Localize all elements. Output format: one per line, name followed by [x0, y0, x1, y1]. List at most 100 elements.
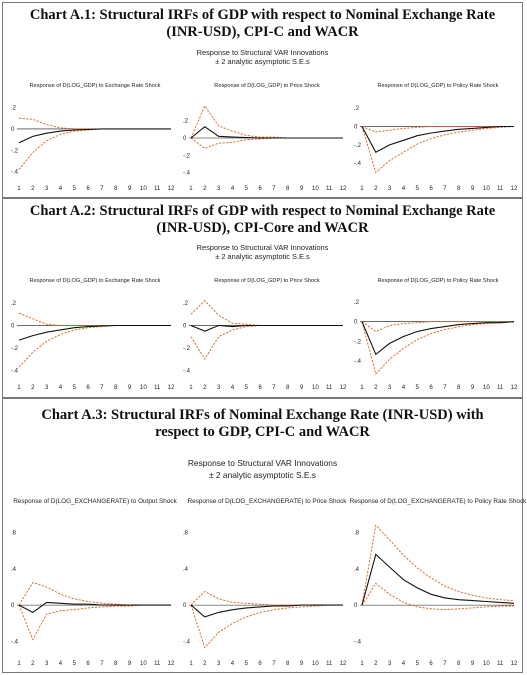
- x-tick-label: 10: [140, 185, 147, 192]
- x-tick-label: 6: [258, 185, 262, 192]
- y-tick-label: .2: [183, 119, 189, 125]
- y-tick-label: -.4: [183, 639, 191, 645]
- x-tick-label: 9: [128, 661, 132, 667]
- x-tick-label: 5: [73, 384, 77, 391]
- x-tick-label: 11: [326, 185, 333, 192]
- chart-a1-panel-price-shock: Response of D(LOG_GDP) to Price Shock .2 0…: [183, 83, 347, 192]
- x-tick-label: 10: [312, 384, 319, 391]
- series-upper-band: [361, 126, 514, 133]
- x-tick-label: 6: [86, 661, 90, 667]
- series-lower-band: [18, 325, 171, 368]
- x-tick-label: 3: [388, 185, 392, 192]
- x-tick-label: 9: [300, 384, 304, 391]
- x-tick-label: 1: [360, 384, 364, 391]
- x-tick-label: 11: [154, 384, 161, 391]
- x-tick-label: 11: [497, 185, 504, 192]
- y-tick-label: -.4: [183, 171, 191, 177]
- y-tick-label: 0: [11, 323, 15, 329]
- x-tick-label: 8: [114, 661, 118, 667]
- x-tick-label: 10: [483, 185, 490, 192]
- x-tick-label: 12: [340, 384, 347, 391]
- x-tick-label: 1: [360, 185, 364, 192]
- chart-a3-title: Chart A.3: Structural IRFs of Nominal Ex…: [3, 407, 522, 441]
- y-tick-label: .2: [354, 300, 360, 306]
- x-tick-label: 6: [429, 384, 433, 391]
- x-tick-label: 7: [443, 661, 447, 667]
- x-tick-label: 8: [286, 185, 290, 192]
- x-tick-label: 5: [73, 661, 77, 667]
- y-tick-label: -.2: [11, 346, 19, 352]
- x-tick-label: 3: [388, 661, 392, 667]
- x-tick-label: 12: [340, 661, 347, 667]
- series-upper-band: [190, 300, 343, 326]
- panel-title: Response of D(LOG_EXCHANGERATE) to Outpu…: [13, 498, 177, 505]
- y-tick-label: .8: [11, 531, 17, 537]
- x-tick-label: 5: [245, 384, 249, 391]
- panel-title: Response of D(LOG_GDP) to Exchange Rate …: [30, 278, 161, 284]
- chart-a1-box: Chart A.1: Structural IRFs of GDP with r…: [2, 2, 523, 198]
- x-tick-label: 8: [457, 185, 461, 192]
- x-tick-label: 4: [59, 384, 63, 391]
- chart-a2-box: Chart A.2: Structural IRFs of GDP with r…: [2, 198, 523, 398]
- x-tick-label: 8: [286, 661, 290, 667]
- y-tick-label: .4: [11, 567, 17, 573]
- x-tick-label: 11: [154, 661, 161, 667]
- x-tick-label: 10: [483, 661, 490, 667]
- chart-a2-panel-policy-rate-shock: Response of D(LOG_GDP) to Policy Rate Sh…: [354, 278, 518, 391]
- x-tick-label: 12: [511, 384, 518, 391]
- x-tick-label: 12: [168, 185, 175, 192]
- series-upper-band: [190, 590, 343, 606]
- chart-a3-subtitle: Response to Structural VAR Innovations ±…: [3, 457, 522, 481]
- series-upper-band: [18, 117, 171, 130]
- x-tick-label: 9: [300, 185, 304, 192]
- chart-a3-box: Chart A.3: Structural IRFs of Nominal Ex…: [2, 398, 527, 673]
- series-lower-band: [18, 128, 171, 170]
- chart-a2-subtitle-line2: ± 2 analytic asymptotic S.E.s: [215, 252, 310, 261]
- x-tick-label: 1: [189, 185, 193, 192]
- series-lower-band: [190, 137, 343, 149]
- x-tick-label: 10: [140, 661, 147, 667]
- x-tick-label: 6: [86, 185, 90, 192]
- x-tick-label: 2: [31, 661, 35, 667]
- y-tick-label: -.4: [11, 170, 19, 176]
- chart-a1-panel-exchange-rate-shock: Response of D(LOG_GDP) to Exchange Rate …: [11, 83, 175, 192]
- chart-a2-title-line1: Chart A.2: Structural IRFs of GDP with r…: [29, 203, 496, 219]
- x-tick-label: 10: [312, 185, 319, 192]
- x-tick-label: 7: [443, 384, 447, 391]
- y-tick-label: 0: [354, 320, 358, 326]
- x-tick-label: 9: [128, 384, 132, 391]
- x-tick-label: 12: [168, 661, 175, 667]
- y-tick-label: .8: [354, 531, 360, 537]
- x-tick-label: 12: [511, 661, 518, 667]
- y-tick-label: .4: [183, 567, 189, 573]
- x-tick-label: 8: [457, 384, 461, 391]
- x-tick-label: 12: [168, 384, 175, 391]
- panel-title: Response of D(LOG_EXCHANGERATE) to Polic…: [350, 498, 527, 505]
- chart-a3-panel-output-shock: Response of D(LOG_EXCHANGERATE) to Outpu…: [11, 498, 178, 667]
- x-tick-label: 2: [31, 185, 35, 192]
- y-tick-label: 0: [11, 127, 15, 133]
- chart-a2-title-line2: (INR-USD), CPI-Core and WACR: [156, 220, 369, 236]
- x-tick-label: 11: [326, 661, 333, 667]
- x-tick-label: 9: [471, 185, 475, 192]
- series-irf-line: [18, 324, 171, 341]
- chart-a3-title-line1: Chart A.3: Structural IRFs of Nominal Ex…: [41, 407, 484, 423]
- x-tick-label: 1: [17, 185, 21, 192]
- y-tick-label: 0: [354, 125, 358, 131]
- chart-a3-panel-price-shock: Response of D(LOG_EXCHANGERATE) to Price…: [183, 498, 347, 667]
- x-tick-label: 2: [203, 185, 207, 192]
- x-tick-label: 11: [497, 384, 504, 391]
- y-tick-label: 0: [354, 603, 358, 609]
- x-tick-label: 8: [114, 384, 118, 391]
- series-lower-band: [361, 321, 515, 375]
- x-tick-label: 9: [300, 661, 304, 667]
- chart-a1-subtitle-line1: Response to Structural VAR Innovations: [196, 48, 329, 57]
- series-irf-line: [190, 324, 343, 332]
- x-tick-label: 2: [374, 661, 378, 667]
- x-tick-label: 4: [231, 185, 235, 192]
- panel-title: Response of D(LOG_GDP) to Price Shock: [214, 83, 320, 89]
- x-tick-label: 2: [203, 384, 207, 391]
- x-tick-label: 4: [231, 384, 235, 391]
- y-tick-label: .2: [11, 106, 17, 112]
- x-tick-label: 4: [402, 661, 406, 667]
